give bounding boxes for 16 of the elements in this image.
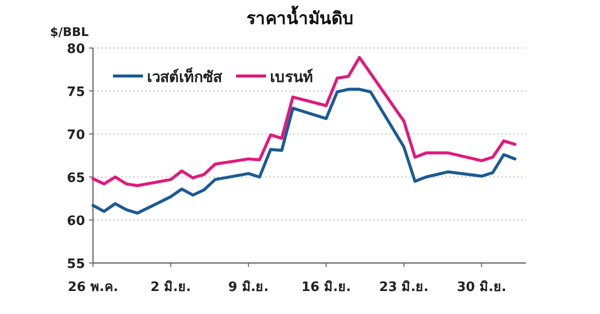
y-tick-label: 60 [66,214,85,229]
y-tick-label: 65 [66,171,85,186]
x-tick-label: 26 พ.ค. [68,280,118,295]
y-axis-title: $/BBL [50,25,90,39]
x-tick-label: 9 มิ.ย. [228,280,269,295]
x-tick-label: 16 มิ.ย. [301,280,351,295]
y-tick-label: 55 [66,257,85,272]
y-tick-label: 70 [66,128,85,143]
x-tick-label: 30 มิ.ย. [456,280,506,295]
x-tick-label: 2 มิ.ย. [150,280,191,295]
x-tick-label: 23 มิ.ย. [379,280,429,295]
legend-label: เวสต์เท็กซัส [147,67,223,86]
y-tick-label: 80 [66,42,85,57]
chart-title: ราคาน้ำมันดิบ [246,5,354,29]
legend-label: เบรนท์ [270,68,313,86]
y-tick-label: 75 [66,85,85,100]
